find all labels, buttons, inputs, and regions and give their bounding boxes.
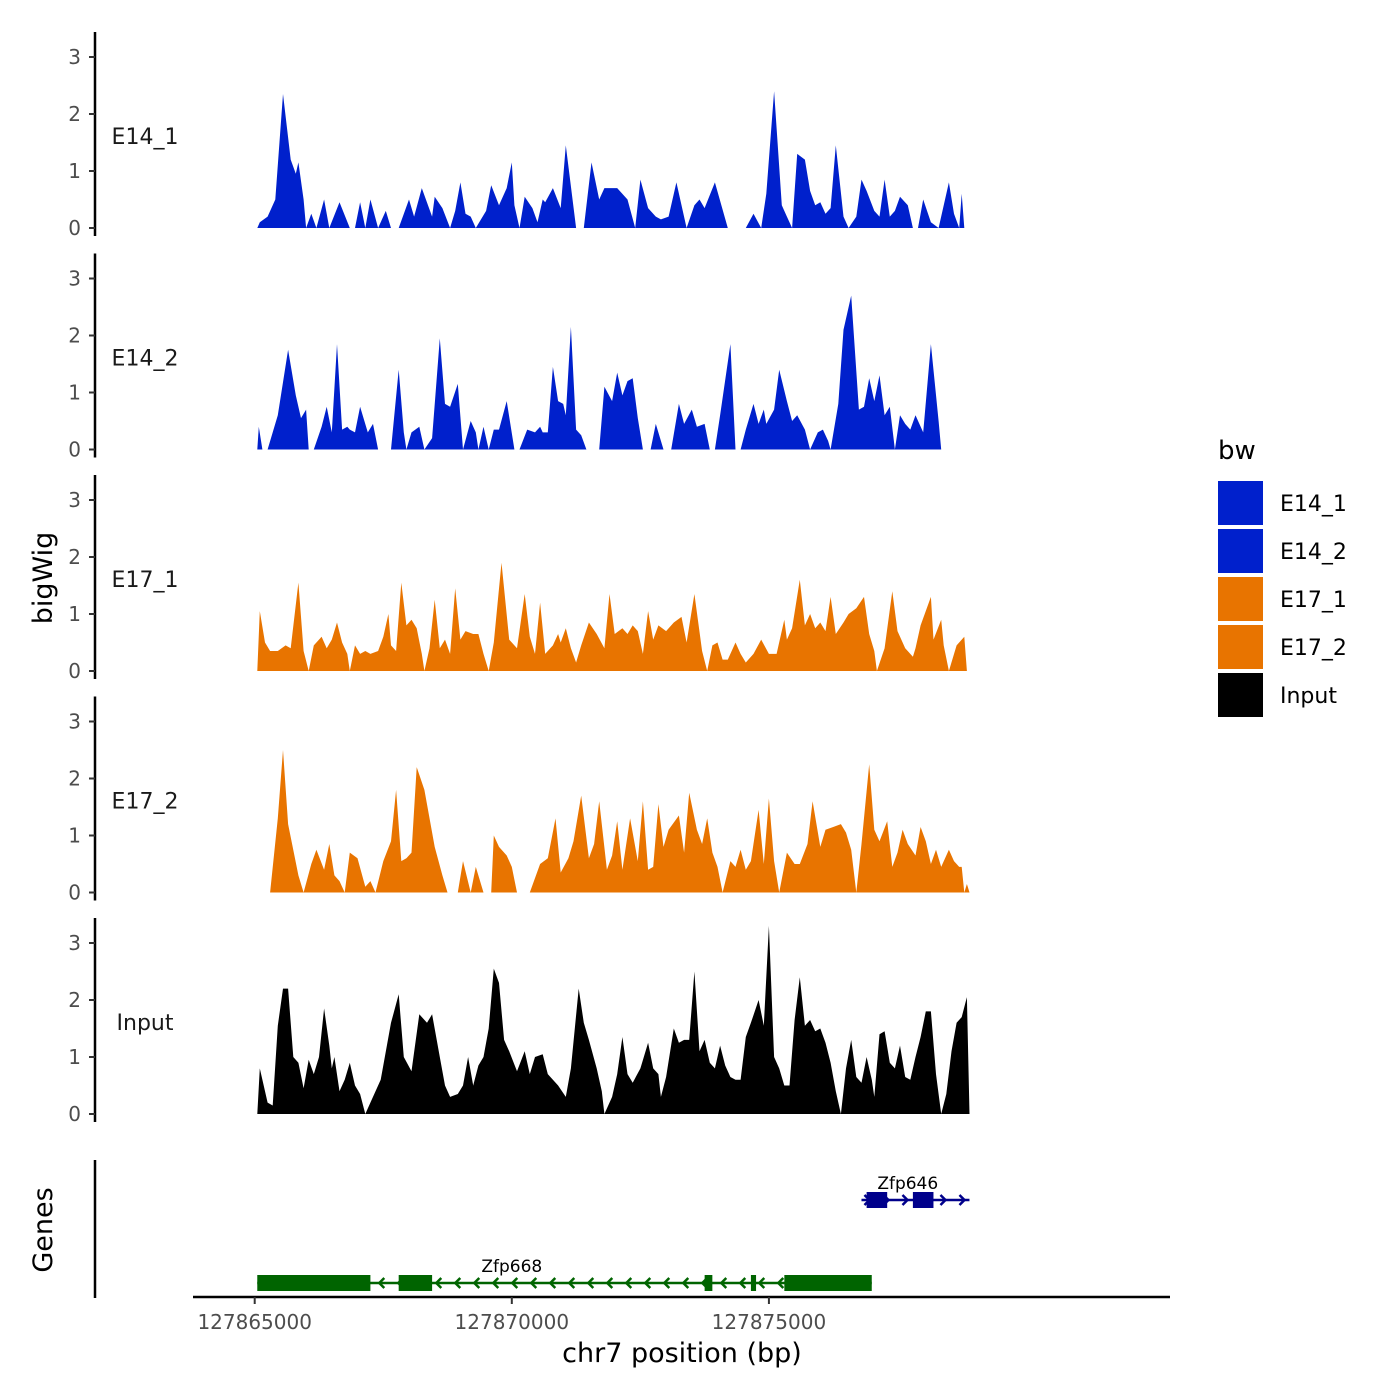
gene-zfp668: Zfp668	[257, 1257, 872, 1291]
gene-zfp646: Zfp646	[861, 1174, 970, 1208]
track-e17-2: 0 1 2 3 E17_2	[68, 696, 970, 905]
track-label: E14_2	[112, 347, 179, 372]
y-tick-label: 1	[68, 381, 81, 405]
x-tick-label: 127870000	[455, 1310, 570, 1334]
exon	[912, 1192, 934, 1208]
tracks-group: 0 1 2 3 E14_1 0 1 2 3 E14_2 0 1 2 3 E17_1 0 1 2 3 E17_2 0 1 2 3…	[68, 32, 970, 1126]
y-tick-label: 3	[68, 710, 81, 734]
genes-group: Zfp646 Zfp668	[93, 1160, 970, 1298]
x-axis-title: chr7 position (bp)	[562, 1338, 802, 1369]
y-axis-title: bigWig	[28, 532, 59, 625]
strand-arrow	[776, 1277, 785, 1289]
strand-arrow	[491, 1277, 500, 1289]
strand-arrow	[529, 1277, 538, 1289]
y-tick-label: 3	[68, 267, 81, 291]
strand-arrow	[567, 1277, 576, 1289]
x-axis: 127865000 127870000 127875000	[193, 1295, 1170, 1334]
strand-arrow	[586, 1277, 595, 1289]
gene-label: Zfp646	[877, 1174, 938, 1194]
strand-arrow	[719, 1277, 728, 1289]
signal-area	[257, 562, 967, 671]
track-label: E14_1	[112, 125, 179, 150]
strand-arrow	[681, 1277, 690, 1289]
signal-area	[257, 295, 942, 450]
track-input: 0 1 2 3 Input	[68, 918, 970, 1126]
signal-area	[270, 750, 970, 893]
y-tick-label: 3	[68, 488, 81, 512]
legend-label: E17_2	[1280, 636, 1347, 661]
legend-label: E14_2	[1280, 540, 1347, 565]
y-tick-label: 2	[68, 102, 81, 126]
y-tick-label: 2	[68, 767, 81, 791]
strand-arrow	[605, 1277, 614, 1289]
legend-entry-e14-1: E14_1	[1218, 481, 1347, 525]
track-e17-1: 0 1 2 3 E17_1	[68, 475, 967, 683]
strand-arrow	[757, 1277, 766, 1289]
strand-arrow	[510, 1277, 519, 1289]
legend-entry-e17-1: E17_1	[1218, 577, 1347, 621]
legend-label: Input	[1280, 684, 1337, 709]
y-tick-label: 1	[68, 824, 81, 848]
y-tick-label: 0	[68, 1102, 81, 1126]
strand-arrow	[939, 1194, 948, 1206]
y-tick-label: 1	[68, 159, 81, 183]
y-tick-label: 1	[68, 602, 81, 626]
legend-title: bw	[1218, 436, 1256, 466]
exon	[398, 1275, 433, 1291]
y-tick-label: 3	[68, 931, 81, 955]
track-e14-2: 0 1 2 3 E14_2	[68, 253, 942, 462]
exon	[704, 1275, 713, 1291]
legend-swatch	[1218, 481, 1263, 525]
exon	[750, 1275, 757, 1291]
track-label: Input	[117, 1011, 174, 1036]
strand-arrow	[738, 1277, 747, 1289]
y-tick-label: 0	[68, 438, 81, 462]
strand-arrow	[377, 1277, 386, 1289]
strand-arrow	[472, 1277, 481, 1289]
legend-swatch	[1218, 625, 1263, 669]
strand-arrow	[548, 1277, 557, 1289]
legend-swatch	[1218, 577, 1263, 621]
signal-area	[257, 91, 965, 228]
genes-axis-title: Genes	[28, 1187, 59, 1272]
strand-arrow	[643, 1277, 652, 1289]
y-tick-label: 2	[68, 324, 81, 348]
legend-label: E17_1	[1280, 588, 1347, 613]
track-e14-1: 0 1 2 3 E14_1	[68, 32, 965, 240]
legend: E14_1 E14_2 E17_1 E17_2 Input	[1218, 481, 1347, 717]
strand-arrow	[453, 1277, 462, 1289]
x-tick-label: 127865000	[197, 1310, 312, 1334]
exon	[866, 1192, 888, 1208]
y-tick-label: 0	[68, 659, 81, 683]
legend-swatch	[1218, 673, 1263, 717]
exon	[784, 1275, 872, 1291]
y-tick-label: 2	[68, 545, 81, 569]
legend-entry-input: Input	[1218, 673, 1337, 717]
legend-entry-e14-2: E14_2	[1218, 529, 1347, 573]
strand-arrow	[901, 1194, 910, 1206]
strand-arrow	[434, 1277, 443, 1289]
strand-arrow	[624, 1277, 633, 1289]
legend-label: E14_1	[1280, 492, 1347, 517]
x-tick-label: 127875000	[712, 1310, 827, 1334]
signal-area	[257, 925, 970, 1114]
exon	[257, 1275, 371, 1291]
strand-arrow	[662, 1277, 671, 1289]
y-tick-label: 2	[68, 988, 81, 1012]
y-tick-label: 0	[68, 881, 81, 905]
gene-label: Zfp668	[481, 1257, 542, 1277]
legend-swatch	[1218, 529, 1263, 573]
strand-arrow	[958, 1194, 967, 1206]
y-tick-label: 3	[68, 45, 81, 69]
y-tick-label: 0	[68, 216, 81, 240]
track-label: E17_2	[112, 790, 179, 815]
y-tick-label: 1	[68, 1045, 81, 1069]
track-label: E17_1	[112, 568, 179, 593]
legend-entry-e17-2: E17_2	[1218, 625, 1347, 669]
